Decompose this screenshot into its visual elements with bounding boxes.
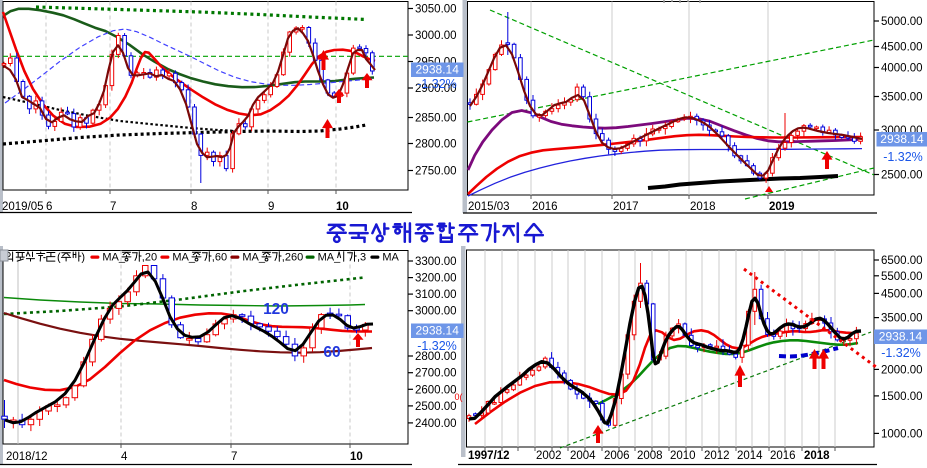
svg-text:3000.00: 3000.00 [415,306,457,318]
svg-text:2012: 2012 [704,450,730,462]
svg-text:(: ( [57,252,61,264]
svg-text:6: 6 [46,201,52,213]
svg-text:MA_: MA_ [102,252,126,264]
svg-text:60: 60 [323,344,340,361]
svg-text:120: 120 [263,301,289,318]
svg-text:2400.00: 2400.00 [415,418,457,430]
svg-text:1997/12: 1997/12 [468,450,510,462]
svg-text:4500.00: 4500.00 [881,42,923,54]
svg-text:3200.00: 3200.00 [415,273,457,285]
svg-text:7: 7 [231,451,237,463]
svg-text:2938.14: 2938.14 [880,132,924,146]
svg-text:,60: ,60 [212,252,227,264]
svg-text:0(: 0( [455,392,463,402]
svg-text:4: 4 [121,451,128,463]
svg-text:3050.00: 3050.00 [415,4,457,16]
svg-text:2938.14: 2938.14 [416,324,460,338]
svg-text:1500.00: 1500.00 [881,391,923,403]
svg-text:3100.00: 3100.00 [415,289,457,301]
svg-text:-1.32%: -1.32% [881,346,921,360]
svg-text:2938.14: 2938.14 [879,330,923,344]
svg-text:2015/03: 2015/03 [468,201,510,213]
svg-text:3500.00: 3500.00 [881,313,923,325]
svg-text:3300.00: 3300.00 [415,256,457,268]
svg-text:-1.32%: -1.32% [883,150,923,164]
svg-text:,3: ,3 [357,252,366,264]
svg-text:,20: ,20 [142,252,157,264]
svg-text:9: 9 [268,201,274,213]
svg-text:6500.00: 6500.00 [881,255,923,267]
svg-text:2018: 2018 [804,450,830,462]
svg-text:2850.00: 2850.00 [415,113,457,125]
svg-text:MA_: MA_ [242,252,266,264]
svg-text:4500.00: 4500.00 [881,288,923,300]
svg-text:2600.00: 2600.00 [415,384,457,396]
svg-text:-1.32%: -1.32% [417,339,457,353]
svg-text:2016: 2016 [770,450,796,462]
svg-text:4000.00: 4000.00 [881,63,923,75]
svg-text:2018: 2018 [690,201,716,213]
svg-text:2700.00: 2700.00 [415,368,457,380]
svg-text:MA_: MA_ [318,252,342,264]
svg-text:2019/05: 2019/05 [2,201,44,213]
svg-text:2008: 2008 [637,450,663,462]
svg-text:,260: ,260 [282,252,303,264]
svg-text:2019: 2019 [769,201,795,213]
svg-text:-1.32%: -1.32% [417,77,457,91]
svg-text:2010: 2010 [670,450,696,462]
svg-text:3000.00: 3000.00 [415,30,457,42]
svg-text:2017: 2017 [613,201,639,213]
svg-text:2800.00: 2800.00 [415,139,457,151]
svg-text:1000.00: 1000.00 [881,428,923,440]
svg-text:): ) [81,252,85,264]
svg-text:8: 8 [191,201,197,213]
svg-text:2018/12: 2018/12 [6,451,48,463]
svg-text:2900.00: 2900.00 [415,83,457,95]
svg-text:2014: 2014 [737,450,763,462]
svg-text:2004: 2004 [570,450,596,462]
svg-text:10: 10 [336,201,349,213]
svg-text:2938.14: 2938.14 [416,63,460,77]
svg-text:3500.00: 3500.00 [881,92,923,104]
svg-text:2002: 2002 [536,450,562,462]
svg-text:2500.00: 2500.00 [881,170,923,182]
svg-text:2006: 2006 [604,450,630,462]
svg-text:MA_: MA_ [172,252,196,264]
svg-text:2750.00: 2750.00 [415,166,457,178]
svg-text:5500.00: 5500.00 [881,271,923,283]
svg-text:2800.00: 2800.00 [415,351,457,363]
svg-text:10: 10 [350,451,363,463]
svg-text:MA: MA [382,252,399,264]
svg-text:2500.00: 2500.00 [415,401,457,413]
svg-text:5000.00: 5000.00 [881,16,923,28]
svg-text:2016: 2016 [532,201,558,213]
svg-text:7: 7 [110,201,116,213]
svg-text:2000.00: 2000.00 [881,364,923,376]
